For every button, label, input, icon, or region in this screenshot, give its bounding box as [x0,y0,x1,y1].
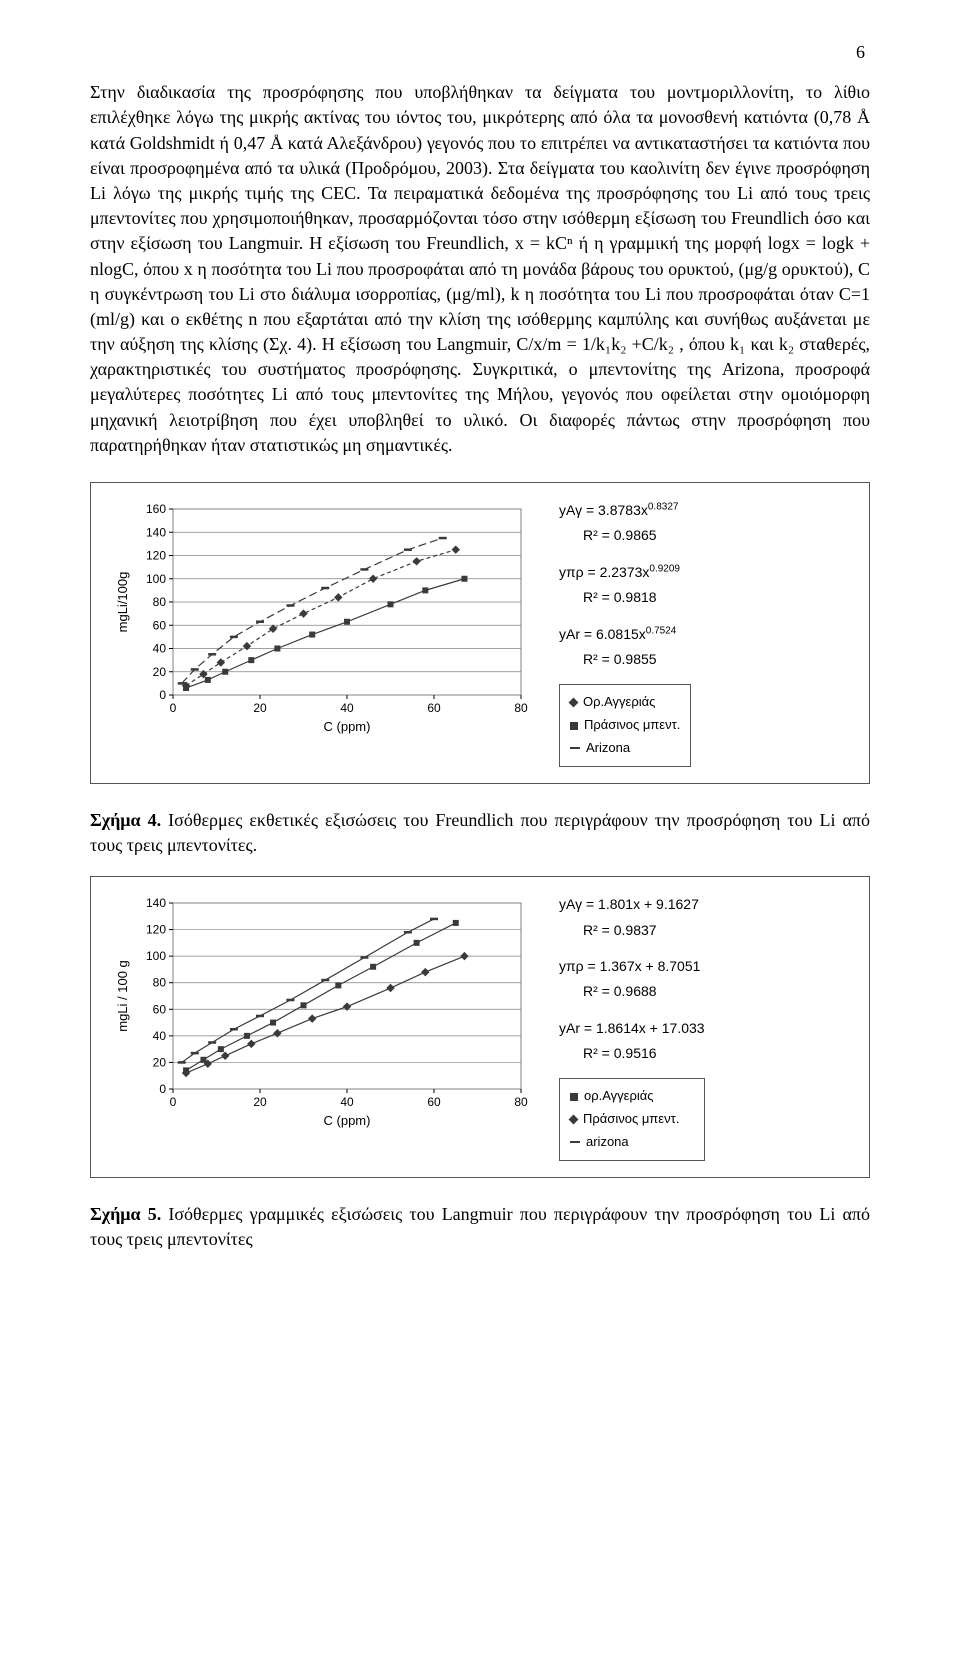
svg-text:60: 60 [153,1002,167,1016]
svg-text:C (ppm): C (ppm) [324,1113,371,1128]
legend-label: Πράσινος μπεντ. [583,1109,679,1130]
page-number: 6 [90,40,870,65]
svg-text:40: 40 [153,642,167,656]
legend-label: Πράσινος μπεντ. [584,715,680,736]
equation-text: yAr = 1.8614x + 17.033 [559,1017,705,1039]
svg-text:140: 140 [146,896,166,910]
chart-4-legend: Ορ.Αγγεριάς Πράσινος μπεντ. Arizona [559,684,691,766]
dash-icon [570,1141,580,1143]
chart-5-legend: ορ.Αγγεριάς Πράσινος μπεντ. arizona [559,1078,705,1160]
chart-4-info: yΑγ = 3.8783x0.8327 R² = 0.9865 yπρ = 2.23… [559,499,691,767]
svg-text:mgLi/100g: mgLi/100g [115,572,130,633]
chart-5-svg: 0 20 40 60 80 100 120 140 0 20 40 60 80 C (ppm) mgLi /… [111,893,531,1131]
caption-5: Σχήμα 5. Ισόθερμες γραμμικές εξισώσεις τ… [90,1202,870,1252]
svg-text:60: 60 [153,618,167,632]
caption-4-text: Ισόθερμες εκθετικές εξισώσεις του Freund… [90,810,870,855]
caption-4-label: Σχήμα 4. [90,810,161,830]
caption-4: Σχήμα 4. Ισόθερμες εκθετικές εξισώσεις τ… [90,808,870,858]
svg-text:80: 80 [514,701,528,715]
equation-text: yAr = 6.0815x0.7524 [559,623,691,645]
caption-5-label: Σχήμα 5. [90,1204,161,1224]
r-squared-text: R² = 0.9837 [559,919,705,941]
svg-text:120: 120 [146,923,166,937]
svg-text:0: 0 [170,1095,177,1109]
chart-5-container: 0 20 40 60 80 100 120 140 0 20 40 60 80 C (ppm) mgLi /… [90,876,870,1178]
svg-text:20: 20 [253,701,267,715]
svg-text:80: 80 [514,1095,528,1109]
chart-4-container: 0 20 40 60 80 100 120 140 160 0 20 40 60 80 C (ppm) mgL… [90,482,870,784]
equation-text: yπρ = 2.2373x0.9209 [559,561,691,583]
svg-text:60: 60 [427,1095,441,1109]
r-squared-text: R² = 0.9818 [559,586,691,608]
svg-text:80: 80 [153,595,167,609]
svg-text:40: 40 [340,1095,354,1109]
r-squared-text: R² = 0.9688 [559,980,705,1002]
r-squared-text: R² = 0.9855 [559,648,691,670]
dash-icon [570,747,580,749]
chart-5-info: yΑγ = 1.801x + 9.1627 R² = 0.9837 yπρ = 1.… [559,893,705,1161]
square-icon [570,722,578,730]
svg-text:40: 40 [153,1029,167,1043]
chart-4-svg: 0 20 40 60 80 100 120 140 160 0 20 40 60 80 C (ppm) mgL… [111,499,531,737]
svg-text:60: 60 [427,701,441,715]
main-paragraph: Στην διαδικασία της προσρόφησης που υποβ… [90,80,870,458]
legend-label: arizona [586,1132,629,1153]
svg-text:140: 140 [146,525,166,539]
legend-label: Ορ.Αγγεριάς [583,692,655,713]
square-icon [570,1093,578,1101]
svg-text:0: 0 [159,688,166,702]
r-squared-text: R² = 0.9865 [559,524,691,546]
equation-text: yΑγ = 1.801x + 9.1627 [559,893,705,915]
svg-text:160: 160 [146,502,166,516]
svg-text:C (ppm): C (ppm) [324,719,371,734]
r-squared-text: R² = 0.9516 [559,1042,705,1064]
caption-5-text: Ισόθερμες γραμμικές εξισώσεις του Langmu… [90,1204,870,1249]
equation-text: yπρ = 1.367x + 8.7051 [559,955,705,977]
svg-text:0: 0 [170,701,177,715]
diamond-icon [569,698,579,708]
svg-text:40: 40 [340,701,354,715]
svg-text:mgLi / 100 g: mgLi / 100 g [115,960,130,1032]
svg-text:20: 20 [253,1095,267,1109]
legend-label: Arizona [586,738,630,759]
svg-text:80: 80 [153,976,167,990]
svg-text:100: 100 [146,949,166,963]
diamond-icon [569,1115,579,1125]
svg-text:20: 20 [153,665,167,679]
equation-text: yΑγ = 3.8783x0.8327 [559,499,691,521]
svg-text:120: 120 [146,549,166,563]
svg-text:20: 20 [153,1056,167,1070]
svg-text:0: 0 [159,1082,166,1096]
svg-text:100: 100 [146,572,166,586]
legend-label: ορ.Αγγεριάς [584,1086,654,1107]
